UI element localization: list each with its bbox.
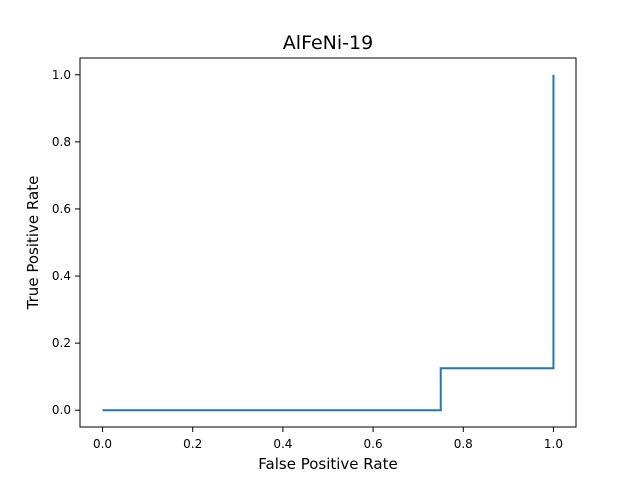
chart-title: AlFeNi-19: [283, 32, 373, 54]
x-tick-label: 0.4: [273, 437, 292, 451]
y-axis-label: True Positive Rate: [24, 176, 42, 311]
axis-ticks: 0.0 0.2 0.4 0.6 0.8 1.0 0.0 0.2 0.4 0.6 0.8 1.0: [52, 68, 563, 451]
y-tick-label: 1.0: [52, 68, 71, 82]
x-tick-label: 0.6: [364, 437, 383, 451]
x-tick-label: 1.0: [544, 437, 563, 451]
x-axis-label: False Positive Rate: [258, 455, 397, 473]
axes-frame: [79, 57, 577, 428]
x-tick-label: 0.8: [454, 437, 473, 451]
roc-curve-line: [102, 74, 555, 412]
series-layer: [102, 74, 555, 412]
y-tick-label: 0.8: [52, 135, 71, 149]
x-tick-label: 0.0: [93, 437, 112, 451]
y-tick-label: 0.2: [52, 336, 71, 350]
y-tick-label: 0.4: [52, 269, 71, 283]
x-tick-label: 0.2: [183, 437, 202, 451]
y-tick-label: 0.0: [52, 403, 71, 417]
y-tick-label: 0.6: [52, 202, 71, 216]
